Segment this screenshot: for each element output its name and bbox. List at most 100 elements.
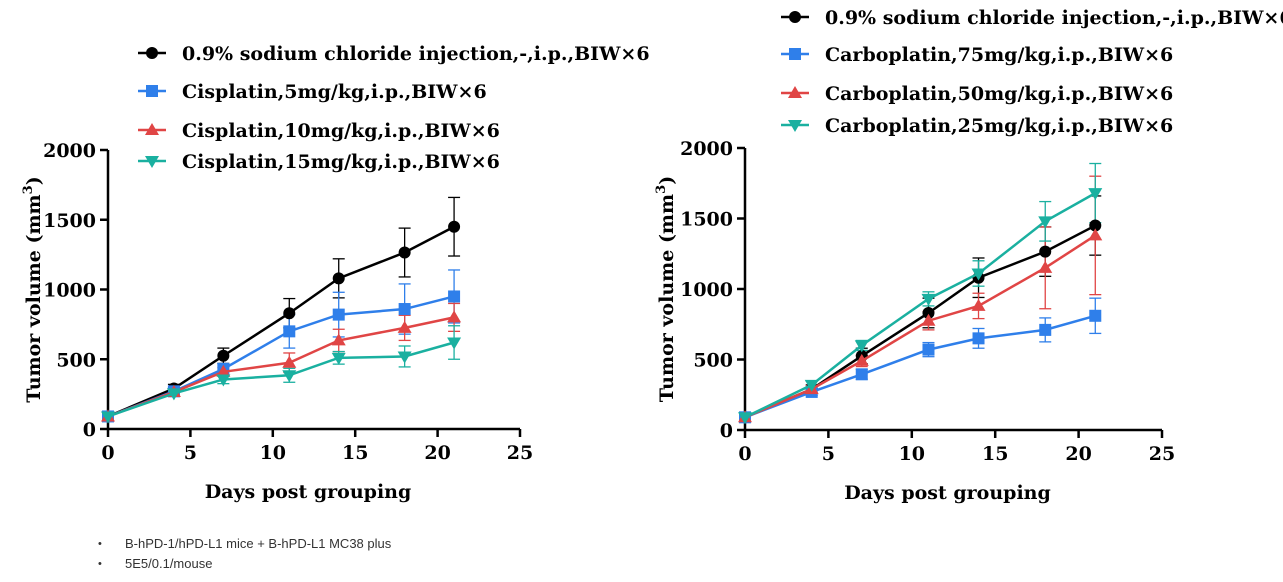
chart-panel-1: 0 500 1000 1500 2000 0 5 10 15 20 25 Days post grou… <box>21 43 650 503</box>
legend-entry: 0.9% sodium chloride injection,-,i.p.,BI… <box>781 7 1283 29</box>
legend-label: Cisplatin,15mg/kg,i.p.,BIW×6 <box>182 151 500 173</box>
data-point <box>921 293 936 306</box>
x-tick-label: 25 <box>507 442 533 464</box>
data-point <box>854 340 869 353</box>
data-point <box>921 313 936 326</box>
data-point <box>1088 228 1103 241</box>
x-tick-label: 5 <box>184 442 197 464</box>
data-point <box>922 343 935 356</box>
data-point <box>789 11 801 23</box>
legend-entry: 0.9% sodium chloride injection,-,i.p.,BI… <box>138 43 650 65</box>
bullet-icon: • <box>98 558 102 570</box>
data-point <box>448 290 461 303</box>
data-point <box>216 374 231 387</box>
y-tick-label: 0 <box>720 420 733 442</box>
data-point <box>1039 323 1052 336</box>
chart-panel-2: 0 500 1000 1500 2000 0 5 10 15 20 25 Days post grou… <box>654 7 1283 504</box>
data-point <box>217 349 230 362</box>
legend-entry: Cisplatin,15mg/kg,i.p.,BIW×6 <box>138 151 500 173</box>
data-point <box>447 310 462 323</box>
y-tick-label: 1000 <box>680 279 733 301</box>
y-tick-label: 2000 <box>680 138 733 160</box>
data-point <box>1088 188 1103 201</box>
y-tick-label: 1500 <box>43 210 96 232</box>
data-point <box>1089 219 1102 232</box>
legend-entry: Cisplatin,5mg/kg,i.p.,BIW×6 <box>138 81 487 103</box>
y-tick-label: 2000 <box>43 140 96 162</box>
data-point <box>166 388 181 401</box>
data-point <box>101 411 115 424</box>
note-item: • 5E5/0.1/mouse <box>98 554 391 574</box>
x-axis-label: Days post grouping <box>844 482 1051 504</box>
data-point <box>216 364 231 377</box>
legend-entry: Carboplatin,25mg/kg,i.p.,BIW×6 <box>781 115 1173 137</box>
data-point <box>738 412 752 425</box>
data-point <box>146 47 158 59</box>
data-point <box>332 272 345 285</box>
data-point <box>283 325 296 338</box>
legend-entry: Carboplatin,75mg/kg,i.p.,BIW×6 <box>781 44 1173 66</box>
notes: • B-hPD-1/hPD-L1 mice + B-hPD-L1 MC38 pl… <box>98 534 391 574</box>
note-text: 5E5/0.1/mouse <box>125 556 213 571</box>
legend-label: Carboplatin,50mg/kg,i.p.,BIW×6 <box>825 83 1173 105</box>
data-point <box>145 123 159 135</box>
y-tick-label: 500 <box>693 350 733 372</box>
data-point <box>448 220 461 233</box>
x-tick-label: 10 <box>260 442 286 464</box>
data-point <box>146 85 158 97</box>
legend-label: 0.9% sodium chloride injection,-,i.p.,BI… <box>182 43 650 65</box>
data-point <box>922 306 935 319</box>
data-point <box>397 320 412 333</box>
x-tick-label: 20 <box>1065 443 1091 465</box>
legend-entry: Cisplatin,10mg/kg,i.p.,BIW×6 <box>138 120 500 142</box>
data-point <box>971 268 986 281</box>
data-point <box>1039 245 1052 258</box>
note-text: B-hPD-1/hPD-L1 mice + B-hPD-L1 MC38 plus <box>125 536 392 551</box>
legend-entry: Carboplatin,50mg/kg,i.p.,BIW×6 <box>781 83 1173 105</box>
data-point <box>1038 260 1053 273</box>
y-tick-label: 1500 <box>680 209 733 231</box>
data-point <box>854 353 869 366</box>
data-point <box>331 333 346 346</box>
data-point <box>145 156 159 168</box>
data-point <box>789 48 801 60</box>
x-tick-label: 0 <box>738 443 751 465</box>
data-point <box>282 370 297 383</box>
data-point <box>283 307 296 320</box>
data-point <box>1089 309 1102 322</box>
data-point <box>447 337 462 350</box>
legend-label: Cisplatin,10mg/kg,i.p.,BIW×6 <box>182 120 500 142</box>
y-tick-label: 500 <box>56 349 96 371</box>
y-tick-label: 0 <box>83 419 96 441</box>
y-axis-label: Tumor volume (mm3) <box>21 176 45 402</box>
x-tick-label: 25 <box>1149 443 1175 465</box>
data-point <box>804 379 819 392</box>
data-point <box>788 120 802 132</box>
x-tick-label: 10 <box>899 443 925 465</box>
x-tick-label: 5 <box>822 443 835 465</box>
data-point <box>397 351 412 364</box>
note-item: • B-hPD-1/hPD-L1 mice + B-hPD-L1 MC38 pl… <box>98 534 391 554</box>
x-tick-label: 20 <box>424 442 450 464</box>
legend-label: Carboplatin,75mg/kg,i.p.,BIW×6 <box>825 44 1173 66</box>
data-point <box>282 355 297 368</box>
data-point <box>855 368 868 381</box>
y-tick-label: 1000 <box>43 280 96 302</box>
x-tick-label: 15 <box>342 442 368 464</box>
data-point <box>398 303 411 316</box>
data-point <box>332 308 345 321</box>
legend-label: 0.9% sodium chloride injection,-,i.p.,BI… <box>825 7 1283 29</box>
data-point <box>788 86 802 98</box>
data-point <box>1038 216 1053 229</box>
x-tick-label: 15 <box>982 443 1008 465</box>
bullet-icon: • <box>98 538 102 550</box>
data-point <box>972 332 985 345</box>
x-axis-label: Days post grouping <box>205 481 412 503</box>
data-point <box>398 246 411 259</box>
y-axis-label: Tumor volume (mm3) <box>654 176 678 402</box>
legend-label: Cisplatin,5mg/kg,i.p.,BIW×6 <box>182 81 487 103</box>
data-point <box>971 298 986 311</box>
x-tick-label: 0 <box>101 442 114 464</box>
data-point <box>331 352 346 365</box>
